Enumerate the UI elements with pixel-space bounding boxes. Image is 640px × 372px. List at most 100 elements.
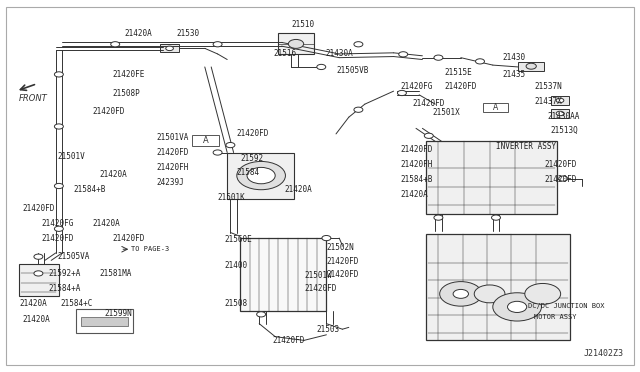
Text: 21515E: 21515E [445,68,472,77]
Circle shape [111,42,120,47]
Text: 21584+A: 21584+A [48,284,81,293]
Text: 21581MA: 21581MA [99,269,132,278]
Text: 21584: 21584 [237,169,260,177]
Text: 21501W: 21501W [304,271,332,280]
Circle shape [288,39,304,48]
Text: 21530: 21530 [176,29,199,38]
Circle shape [493,293,541,321]
Text: 21420FD: 21420FD [544,175,577,184]
Circle shape [322,235,331,241]
Text: 21510: 21510 [291,20,314,29]
Text: FRONT: FRONT [19,94,47,103]
Text: 21420FH: 21420FH [400,160,433,169]
Text: 21420FH: 21420FH [157,163,189,172]
Bar [483,103,508,112]
Circle shape [492,215,500,220]
Circle shape [476,59,484,64]
Text: 21501K: 21501K [218,193,245,202]
Text: 21508P: 21508P [112,89,140,97]
Text: 21420FD: 21420FD [413,99,445,108]
Circle shape [526,63,536,69]
Bar [426,234,570,340]
Circle shape [508,301,527,312]
Circle shape [556,98,564,103]
Text: 21435: 21435 [502,70,525,79]
Circle shape [474,285,505,303]
Text: 21592+A: 21592+A [48,269,81,278]
Circle shape [424,133,433,138]
Text: 21420FD: 21420FD [22,204,55,213]
Circle shape [559,176,568,181]
Text: 21420FD: 21420FD [93,107,125,116]
Circle shape [54,72,63,77]
Bar [227,153,294,199]
Text: INVERTER ASSY: INVERTER ASSY [496,142,556,151]
Text: 21420A: 21420A [285,185,312,194]
Text: 21420FD: 21420FD [272,336,305,345]
Circle shape [34,271,43,276]
Circle shape [54,183,63,189]
Circle shape [226,142,235,148]
Text: 21584+B: 21584+B [74,185,106,194]
Text: 21420A: 21420A [125,29,152,38]
Circle shape [440,282,482,306]
Text: 21420FD: 21420FD [112,234,145,243]
Bar [240,238,326,311]
Text: 21560E: 21560E [224,235,252,244]
Circle shape [317,64,326,70]
Text: 21584+C: 21584+C [61,299,93,308]
Bar [551,96,569,105]
Circle shape [54,226,63,231]
Text: 21420FG: 21420FG [42,219,74,228]
Text: 21505VB: 21505VB [336,66,369,75]
Text: 21420FE: 21420FE [112,70,145,79]
Circle shape [257,312,266,317]
Bar [76,309,133,333]
Bar [551,109,569,118]
Text: A: A [493,103,498,112]
Text: 21420A: 21420A [19,299,47,308]
Text: 21501VA: 21501VA [157,133,189,142]
Circle shape [525,283,561,304]
Text: 21592: 21592 [240,154,263,163]
Text: 21437X: 21437X [534,97,562,106]
Bar [426,141,557,214]
Text: 21537N: 21537N [534,82,562,91]
Bar [518,61,544,71]
Text: 21420FD: 21420FD [326,257,359,266]
Text: 21420FG: 21420FG [400,82,433,91]
Text: 21420A: 21420A [99,170,127,179]
Text: 21420FD: 21420FD [544,160,577,169]
Text: 21503: 21503 [317,325,340,334]
Circle shape [354,107,363,112]
Circle shape [213,150,222,155]
Text: 21508: 21508 [224,299,247,308]
Text: 21430AA: 21430AA [547,112,580,121]
Text: 21420A: 21420A [400,190,428,199]
Circle shape [434,215,443,220]
Circle shape [399,52,408,57]
Text: 21584+B: 21584+B [400,175,433,184]
Circle shape [354,42,363,47]
Text: 21501X: 21501X [432,108,460,117]
Circle shape [213,42,222,47]
Text: 21420A: 21420A [22,315,50,324]
Text: 21420FD: 21420FD [400,145,433,154]
Circle shape [397,90,406,96]
Text: 21420A: 21420A [93,219,120,228]
Circle shape [453,289,468,298]
Circle shape [166,46,173,51]
Text: A: A [203,136,208,145]
Text: 21516: 21516 [274,49,297,58]
Text: 21420FD: 21420FD [42,234,74,243]
Text: TO PAGE-3: TO PAGE-3 [131,246,170,252]
Text: 21420FD: 21420FD [157,148,189,157]
Circle shape [247,167,275,184]
Text: 24239J: 24239J [157,178,184,187]
Text: 21420FD: 21420FD [237,129,269,138]
Circle shape [54,124,63,129]
Text: 21400: 21400 [224,262,247,270]
Text: 21599N: 21599N [104,309,132,318]
Text: 21430: 21430 [502,53,525,62]
Circle shape [556,111,564,116]
